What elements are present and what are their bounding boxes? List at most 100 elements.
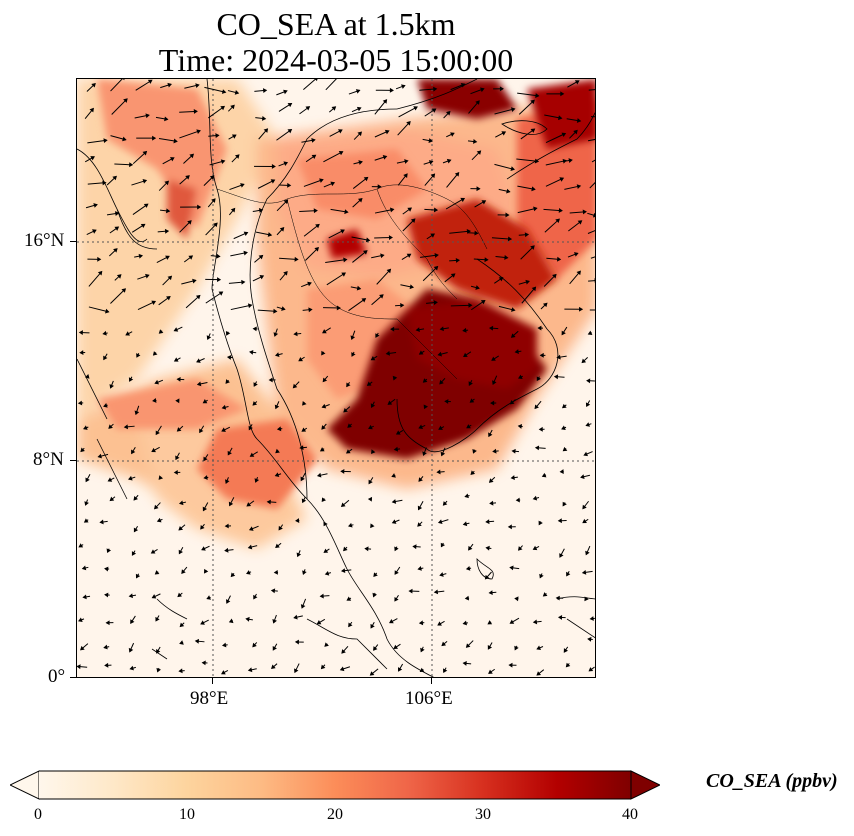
wind-arrow — [494, 108, 515, 115]
wind-arrowhead — [418, 424, 424, 429]
wind-arrowhead — [387, 400, 393, 405]
wind-arrowhead — [357, 197, 363, 203]
wind-arrowhead — [322, 329, 327, 334]
wind-arrowhead — [439, 379, 444, 385]
wind-arrowhead — [454, 172, 460, 177]
wind-arrowhead — [155, 430, 160, 436]
wind-arrowhead — [142, 150, 148, 156]
wind-arrowhead — [573, 129, 578, 135]
wind-arrowhead — [487, 620, 493, 625]
wind-arrowhead — [81, 565, 87, 571]
wind-arrowhead — [90, 156, 95, 161]
wind-arrowhead — [475, 285, 480, 290]
wind-arrowhead — [299, 445, 304, 451]
wind-arrowhead — [131, 551, 137, 556]
wind-arrowhead — [122, 136, 127, 142]
wind-arrowhead — [560, 91, 565, 97]
wind-arrowhead — [215, 133, 220, 139]
wind-arrowhead — [553, 374, 559, 380]
wind-arrow — [204, 86, 226, 93]
wind-arrow — [352, 250, 368, 263]
wind-arrowhead — [156, 667, 161, 673]
wind-arrowhead — [430, 173, 436, 179]
wind-arrowhead — [151, 300, 157, 305]
wind-arrowhead — [77, 400, 83, 406]
wind-arrowhead — [166, 296, 171, 301]
wind-arrowhead — [357, 131, 363, 137]
wind-arrow — [325, 259, 347, 263]
wind-arrowhead — [253, 382, 258, 387]
wind-arrowhead — [331, 106, 337, 111]
wind-arrowhead — [406, 120, 411, 126]
wind-arrowhead — [246, 502, 252, 507]
wind-arrowhead — [253, 594, 258, 600]
wind-arrowhead — [488, 669, 493, 674]
wind-arrowhead — [533, 206, 538, 212]
wind-arrowhead — [300, 476, 305, 482]
wind-arrowhead — [311, 154, 317, 160]
wind-arrowhead — [247, 544, 253, 550]
wind-arrowhead — [131, 449, 136, 455]
wind-arrowhead — [415, 327, 420, 333]
wind-arrowhead — [154, 570, 160, 575]
wind-arrowhead — [531, 186, 536, 192]
wind-arrowhead — [167, 82, 172, 88]
wind-arrowhead — [557, 615, 563, 620]
wind-arrowhead — [150, 549, 156, 554]
wind-arrowhead — [97, 256, 102, 262]
wind-arrow — [111, 98, 128, 115]
wind-arrowhead — [371, 449, 376, 454]
wind-arrowhead — [380, 253, 385, 259]
colorbar-tick-10: 10 — [179, 806, 195, 823]
wind-arrowhead — [501, 131, 507, 136]
wind-arrowhead — [401, 84, 406, 89]
wind-arrowhead — [347, 423, 352, 428]
wind-arrowhead — [536, 376, 541, 382]
wind-arrowhead — [271, 164, 276, 169]
wind-arrowhead — [283, 161, 289, 166]
wind-arrowhead — [234, 90, 240, 95]
wind-arrowhead — [85, 477, 90, 483]
wind-arrowhead — [300, 604, 306, 609]
wind-arrowhead — [417, 505, 423, 511]
wind-arrowhead — [151, 594, 157, 599]
wind-arrowhead — [197, 204, 202, 210]
wind-arrowhead — [156, 648, 161, 654]
wind-arrowhead — [367, 496, 373, 502]
wind-arrowhead — [391, 519, 397, 524]
wind-arrowhead — [294, 668, 299, 674]
lon-tick-98 — [212, 678, 213, 684]
wind-arrowhead — [418, 350, 424, 355]
wind-arrow — [545, 177, 564, 187]
wind-arrowhead — [178, 668, 183, 674]
colorbar-tick-0: 0 — [34, 806, 42, 823]
wind-arrowhead — [340, 469, 345, 474]
wind-arrowhead — [245, 616, 250, 622]
wind-arrowhead — [576, 270, 581, 276]
wind-arrowhead — [152, 398, 157, 403]
wind-arrowhead — [283, 89, 288, 95]
wind-arrowhead — [499, 86, 504, 92]
title-line-1: CO_SEA at 1.5km — [216, 6, 456, 42]
wind-arrowhead — [270, 179, 276, 184]
wind-arrowhead — [509, 619, 515, 624]
wind-arrow — [185, 295, 201, 309]
wind-arrowhead — [433, 86, 438, 92]
wind-arrowhead — [314, 246, 319, 252]
wind-arrowhead — [274, 352, 280, 357]
wind-arrowhead — [480, 300, 486, 305]
wind-arrowhead — [394, 596, 399, 602]
wind-arrowhead — [556, 354, 561, 360]
wind-arrowhead — [517, 374, 523, 379]
wind-arrowhead — [301, 498, 307, 504]
wind-arrowhead — [262, 88, 268, 93]
wind-arrow — [179, 130, 201, 139]
wind-arrowhead — [247, 303, 253, 309]
wind-arrowhead — [428, 160, 434, 165]
wind-arrowhead — [538, 520, 543, 526]
wind-arrowhead — [536, 645, 542, 650]
wind-arrowhead — [348, 622, 353, 628]
wind-arrowhead — [104, 592, 109, 598]
wind-arrowhead — [431, 108, 437, 113]
wind-arrowhead — [78, 543, 84, 548]
